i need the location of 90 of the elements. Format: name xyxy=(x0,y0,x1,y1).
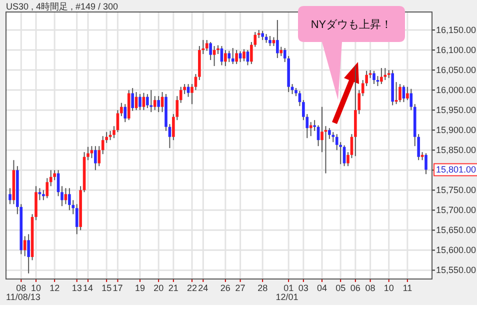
candlestick xyxy=(153,96,156,111)
candlestick xyxy=(179,86,182,104)
x-tick-label: 10 xyxy=(384,283,394,293)
candlestick xyxy=(261,30,264,41)
x-tick-label: 10 xyxy=(30,283,42,293)
y-tick-label: 16,150.00 xyxy=(436,25,476,36)
candlestick xyxy=(98,146,101,167)
y-tick-label: 16,050.00 xyxy=(436,65,476,76)
candlestick xyxy=(384,68,387,81)
candlestick xyxy=(228,50,231,63)
candlestick xyxy=(68,188,71,211)
annotation: NYダウも上昇！ xyxy=(310,18,392,31)
candlestick xyxy=(205,40,208,52)
candlestick xyxy=(242,48,246,62)
candlestick xyxy=(332,132,335,143)
candlestick xyxy=(94,146,97,171)
candlestick xyxy=(276,20,279,59)
x-tick-label: 26 xyxy=(220,283,230,293)
candlestick xyxy=(309,122,312,137)
x-tick-label: 06 xyxy=(350,283,360,293)
candlestick xyxy=(8,188,12,205)
x-tick-label: 03 xyxy=(298,283,308,293)
text: 12/01 xyxy=(276,292,298,302)
candlestick xyxy=(231,48,234,65)
candlestick xyxy=(380,68,383,85)
candlestick xyxy=(64,188,68,205)
x-tick-label: 05 xyxy=(336,283,346,293)
candlestick xyxy=(42,190,45,201)
chart-title: US30 , 4時間足 , #149 / 300 xyxy=(6,2,118,12)
candlestick xyxy=(280,46,283,57)
x-tick-label: 01 xyxy=(284,283,294,293)
x-tick-label: 13 xyxy=(72,283,82,293)
candlestick xyxy=(49,170,52,187)
x-tick-label: 08 xyxy=(16,283,26,293)
y-tick-label: 15,900.00 xyxy=(436,125,476,136)
text: 15,801.00 xyxy=(436,164,476,175)
candlestick xyxy=(424,152,428,175)
y-tick-label: 16,000.00 xyxy=(436,85,476,96)
x-tick-label: 20 xyxy=(154,283,164,293)
text: 11/08/13 xyxy=(6,292,40,302)
candlestick xyxy=(146,94,149,109)
candlestick xyxy=(90,146,94,159)
candlestick xyxy=(268,36,272,47)
candlestick xyxy=(138,94,142,111)
candlestick xyxy=(406,86,409,101)
candlestick xyxy=(209,42,212,61)
candlestick xyxy=(235,50,238,65)
candlestick xyxy=(23,236,26,257)
x-tick-label: 24 xyxy=(198,283,208,293)
candlestick xyxy=(212,46,216,67)
candlestick xyxy=(398,84,402,103)
candlestick xyxy=(157,96,160,113)
candlestick xyxy=(131,88,134,112)
x-tick-label: 11 xyxy=(402,283,412,293)
candlestick xyxy=(372,70,376,85)
candlestick xyxy=(328,128,331,140)
x-tick-label: 17 xyxy=(112,283,123,293)
y-tick-label: 15,850.00 xyxy=(436,145,476,156)
x-tick-label: 21 xyxy=(168,283,178,293)
x-tick-label: 15 xyxy=(102,283,112,293)
candlestick xyxy=(108,130,112,141)
candlestick xyxy=(38,188,42,201)
candlestick xyxy=(342,144,346,167)
y-tick-label: 15,650.00 xyxy=(436,225,476,236)
candlestick xyxy=(410,88,413,111)
y-tick-label: 15,750.00 xyxy=(436,185,476,196)
candlestick xyxy=(238,50,242,63)
y-tick-label: 15,950.00 xyxy=(436,105,476,116)
x-tick-label: 22 xyxy=(186,283,198,293)
y-tick-label: 15,600.00 xyxy=(436,245,476,256)
y-tick-label: 15,700.00 xyxy=(436,205,476,216)
candlestick xyxy=(75,204,78,235)
x-tick-label: 19 xyxy=(134,283,146,293)
x-tick-label: 08 xyxy=(365,283,376,293)
y-tick-label: 15,550.00 xyxy=(436,265,476,276)
x-tick-label: 28 xyxy=(258,283,268,293)
x-tick-label: 14 xyxy=(82,283,94,293)
candlestick xyxy=(224,50,227,67)
candlestick xyxy=(313,120,316,132)
x-tick-label: 04 xyxy=(316,283,328,293)
y-tick-label: 16,100.00 xyxy=(436,45,476,56)
candlestick xyxy=(124,104,127,123)
x-tick-label: 27 xyxy=(235,283,246,293)
candlestick xyxy=(150,90,153,113)
candlestick xyxy=(46,178,49,199)
candlestick xyxy=(27,234,30,274)
candlestick xyxy=(120,102,123,117)
x-tick-label: 12 xyxy=(50,283,60,293)
candlestick xyxy=(101,136,104,155)
candlestick xyxy=(186,84,190,98)
